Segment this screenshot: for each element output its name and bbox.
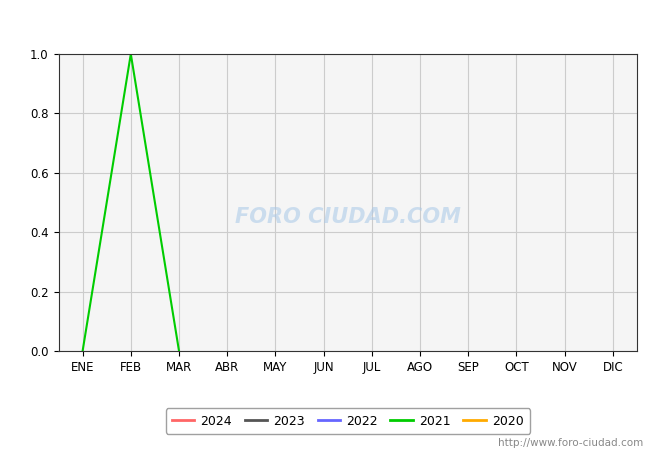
Text: http://www.foro-ciudad.com: http://www.foro-ciudad.com (499, 438, 644, 448)
Legend: 2024, 2023, 2022, 2021, 2020: 2024, 2023, 2022, 2021, 2020 (166, 408, 530, 434)
Text: FORO CIUDAD.COM: FORO CIUDAD.COM (235, 207, 461, 227)
Text: Matriculaciones de Vehiculos en Beratón: Matriculaciones de Vehiculos en Beratón (157, 16, 493, 34)
